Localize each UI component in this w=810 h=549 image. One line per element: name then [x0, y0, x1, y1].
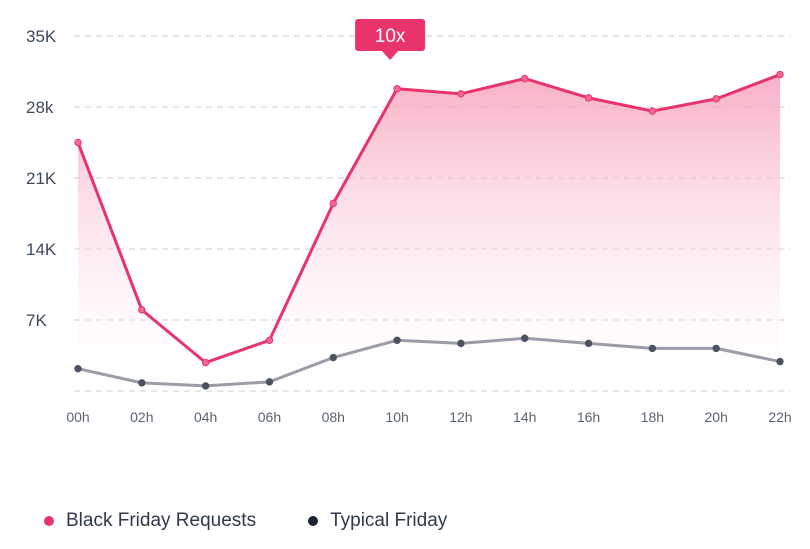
x-tick-label: 18h: [641, 409, 664, 425]
data-point[interactable]: [521, 334, 529, 342]
x-tick-label: 22h: [768, 409, 791, 425]
x-tick-label: 08h: [322, 409, 345, 425]
callout-label: 10x: [375, 26, 406, 47]
data-point[interactable]: [457, 90, 465, 98]
y-tick-label: 14K: [26, 240, 57, 259]
series-line-1: [76, 336, 782, 388]
data-point[interactable]: [776, 357, 784, 366]
x-tick-label: 20h: [705, 409, 728, 425]
series-layer: [74, 70, 784, 392]
legend-item-black-friday[interactable]: Black Friday Requests: [44, 510, 256, 532]
x-tick-label: 04h: [194, 409, 217, 425]
callout-pointer: [381, 50, 400, 60]
data-point[interactable]: [393, 336, 401, 344]
x-tick-label: 02h: [130, 409, 153, 425]
y-axis-ticks: 7K 14K 21K 28k 35K: [26, 27, 57, 330]
x-axis-ticks: 00h 02h 04h 06h 08h 10h 12h 14h 16h 18h 20h 22h: [66, 409, 791, 425]
data-point[interactable]: [329, 199, 337, 208]
callout-10x: 10x: [355, 19, 426, 60]
series-line-0: [76, 73, 782, 365]
data-point[interactable]: [265, 336, 274, 344]
data-point[interactable]: [648, 344, 657, 353]
data-point[interactable]: [138, 306, 146, 314]
legend-dot-black-friday: [44, 516, 54, 526]
data-point[interactable]: [457, 339, 465, 348]
data-point[interactable]: [393, 85, 401, 93]
data-point[interactable]: [74, 138, 82, 147]
data-point[interactable]: [521, 74, 529, 83]
y-tick-label: 21K: [26, 169, 57, 188]
y-tick-label: 28k: [26, 98, 54, 117]
y-tick-label: 35K: [26, 27, 57, 46]
data-point[interactable]: [712, 344, 720, 353]
annotation-layer: 10x: [355, 19, 426, 60]
x-tick-label: 14h: [513, 409, 536, 425]
data-point[interactable]: [648, 107, 657, 115]
x-tick-label: 06h: [258, 409, 281, 425]
data-point[interactable]: [329, 353, 337, 362]
y-tick-label: 7K: [26, 311, 47, 330]
legend-dot-typical-friday: [308, 516, 319, 526]
legend-label-black-friday: Black Friday Requests: [66, 510, 257, 531]
data-point[interactable]: [201, 382, 210, 390]
x-tick-label: 12h: [449, 409, 472, 425]
x-tick-label: 16h: [577, 409, 600, 425]
data-point[interactable]: [584, 339, 593, 348]
legend-label-typical-friday: Typical Friday: [330, 510, 448, 531]
legend-item-typical-friday[interactable]: Typical Friday: [308, 510, 447, 532]
data-point[interactable]: [74, 364, 82, 373]
x-tick-label: 10h: [385, 409, 408, 425]
data-point[interactable]: [712, 95, 720, 103]
data-point[interactable]: [201, 358, 210, 367]
legend: Black Friday Requests Typical Friday: [44, 510, 499, 532]
x-tick-label: 00h: [66, 409, 89, 425]
data-point[interactable]: [265, 378, 274, 386]
data-point[interactable]: [584, 94, 593, 102]
series-area-0: [78, 74, 780, 392]
callout-box: [355, 19, 426, 51]
data-point[interactable]: [138, 379, 146, 387]
data-point[interactable]: [776, 70, 784, 79]
